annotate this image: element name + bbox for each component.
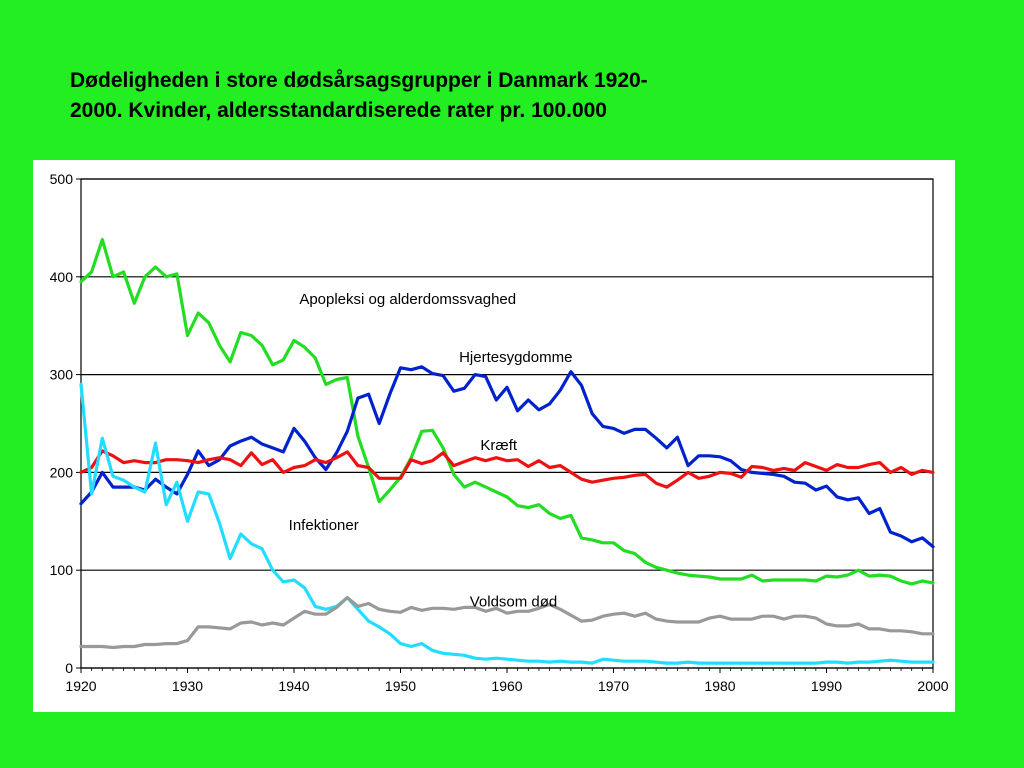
series-line-3	[79, 382, 935, 665]
axes: 0 100 200 300 400 500 1920 1930 1940 1950 1960 1970…	[50, 171, 949, 694]
series-label: Voldsom død	[470, 593, 558, 610]
series-line-4	[79, 596, 935, 650]
series-label: Apopleksi og alderdomssvaghed	[299, 291, 516, 308]
chart-title-line-2: 2000. Kvinder, aldersstandardiserede rat…	[70, 99, 607, 122]
series-lines	[79, 237, 935, 665]
y-tick-label: 500	[50, 171, 74, 187]
chart-panel: 0 100 200 300 400 500 1920 1930 1940 1950 1960 1970…	[33, 160, 955, 712]
x-tick-label: 1980	[704, 678, 735, 694]
x-tick-label: 1940	[278, 678, 309, 694]
series-label: Kræft	[480, 437, 518, 454]
x-tick-label: 1950	[385, 678, 416, 694]
x-tick-label: 1920	[65, 678, 96, 694]
series-label: Hjertesygdomme	[459, 349, 572, 366]
x-tick-label: 2000	[917, 678, 948, 694]
y-tick-label: 200	[50, 464, 74, 480]
series-label: Infektioner	[289, 517, 359, 534]
x-tick-label: 1990	[811, 678, 842, 694]
series-line-1	[79, 365, 935, 549]
y-tick-label: 400	[50, 269, 74, 285]
y-tick-label: 300	[50, 367, 74, 383]
line-chart: 0 100 200 300 400 500 1920 1930 1940 1950 1960 1970…	[50, 171, 949, 694]
x-tick-label: 1970	[598, 678, 629, 694]
chart-title-line-1: Dødeligheden i store dødsårsagsgrupper i…	[70, 69, 648, 92]
series-line-2	[79, 449, 935, 489]
x-tick-label: 1930	[172, 678, 203, 694]
x-tick-label: 1960	[491, 678, 522, 694]
y-tick-label: 100	[50, 562, 74, 578]
y-tick-label: 0	[65, 660, 73, 676]
series-line-0	[79, 237, 935, 586]
chart-title: Dødeligheden i store dødsårsagsgrupper i…	[70, 66, 830, 126]
series-labels: Apopleksi og alderdomssvaghed Hjertesygdo…	[289, 291, 573, 610]
